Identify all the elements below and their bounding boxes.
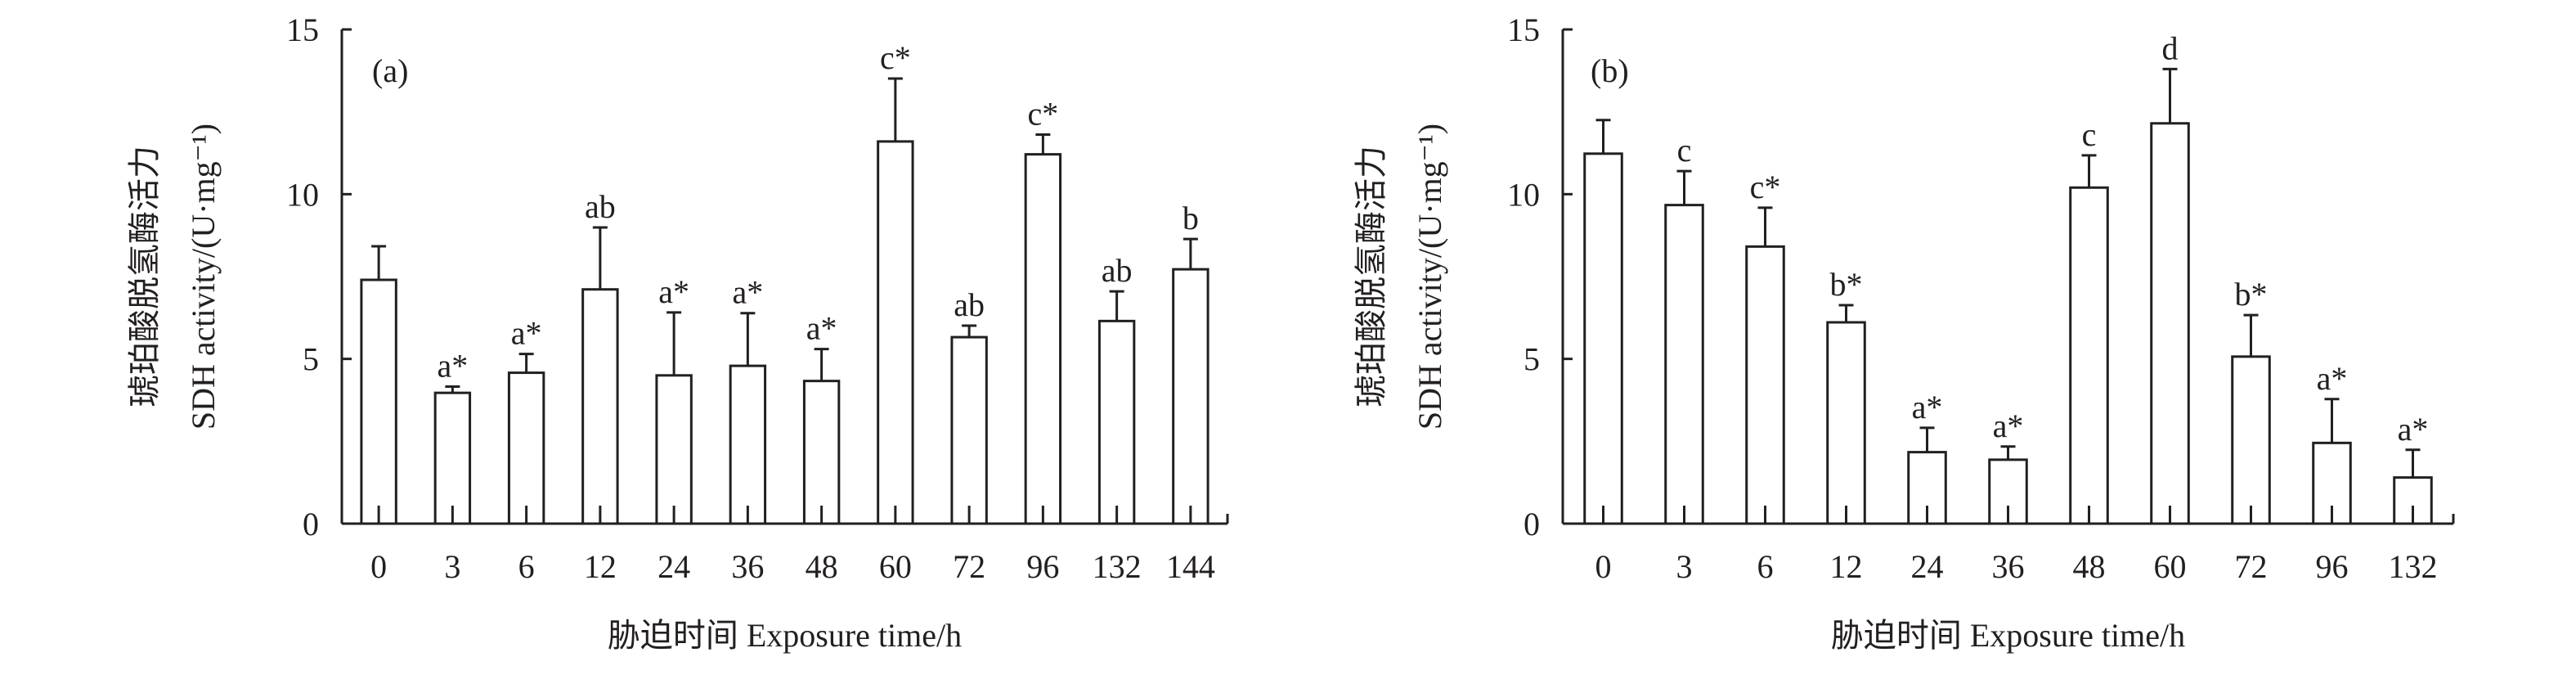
x-tick-label: 12 [584, 548, 617, 585]
significance-label: b* [2235, 276, 2268, 313]
y-axis-title-en: SDH activity/(U·mg⁻¹) [185, 124, 222, 430]
y-axis-title-en: SDH activity/(U·mg⁻¹) [1411, 124, 1448, 430]
significance-label: ab [1102, 252, 1133, 289]
y-tick-label: 15 [286, 11, 319, 48]
x-tick-label: 132 [2389, 548, 2438, 585]
significance-label: d [2162, 29, 2179, 66]
bar [1745, 245, 1785, 525]
panel-label: (a) [372, 52, 408, 89]
bar [433, 391, 472, 525]
x-tick-label: 72 [2235, 548, 2268, 585]
x-tick-label: 36 [731, 548, 764, 585]
x-tick-label: 6 [1757, 548, 1774, 585]
bar [507, 371, 545, 525]
significance-label: ab [585, 188, 616, 225]
significance-label: c* [880, 39, 911, 76]
x-tick-label: 3 [1676, 548, 1693, 585]
chart-panel-a: 0 5 10 15 0 3 a* 6 a* 12 ab 24 a* 36 a* 48 a* 60 c* 72 ab 96 c… [126, 11, 1229, 654]
bar [1024, 153, 1062, 525]
x-tick-label: 24 [1911, 548, 1944, 585]
y-axis-title-cn: 琥珀酸脱氢酶活力 [1353, 146, 1389, 407]
significance-label: a* [437, 347, 468, 384]
panel-label: (b) [1591, 52, 1629, 89]
y-tick-label: 5 [1524, 341, 1540, 378]
chart-panel-b: 0 5 10 15 0 3 c 6 c* 12 b* 24 a* 36 a* 48 c 60 d 72 b* 96 a* 13… [1353, 11, 2455, 654]
significance-label: b* [1830, 266, 1863, 303]
significance-label: b [1183, 200, 1199, 236]
significance-label: ab [954, 286, 985, 323]
y-axis-title-cn: 琥珀酸脱氢酶活力 [126, 146, 163, 407]
x-tick-label: 6 [518, 548, 535, 585]
x-tick-label: 48 [2073, 548, 2106, 585]
y-tick-label: 0 [1524, 506, 1540, 542]
x-tick-label: 24 [657, 548, 690, 585]
x-tick-label: 96 [1026, 548, 1059, 585]
bar [1826, 321, 1866, 525]
x-tick-label: 0 [1595, 548, 1612, 585]
bar [655, 374, 693, 525]
x-tick-label: 48 [806, 548, 838, 585]
bar [877, 140, 914, 525]
bar [729, 364, 767, 525]
bar [360, 278, 397, 525]
bar [581, 288, 619, 525]
significance-label: a* [806, 310, 837, 347]
significance-label: c [2082, 116, 2097, 153]
x-axis-title: 胁迫时间 Exposure time/h [1831, 617, 2185, 654]
bar [2069, 186, 2109, 525]
x-tick-label: 132 [1093, 548, 1142, 585]
significance-label: c* [1027, 95, 1058, 132]
x-tick-label: 144 [1166, 548, 1215, 585]
significance-label: a* [658, 273, 689, 310]
significance-label: a* [732, 274, 763, 311]
bar [2150, 122, 2190, 525]
x-axis-title: 胁迫时间 Exposure time/h [608, 617, 962, 654]
y-tick-label: 15 [1507, 11, 1540, 48]
significance-label: a* [1993, 407, 2024, 444]
significance-label: c* [1750, 169, 1781, 205]
x-tick-label: 60 [2154, 548, 2187, 585]
y-tick-label: 5 [303, 341, 319, 378]
y-tick-label: 10 [1507, 176, 1540, 213]
bar [1172, 268, 1209, 525]
x-tick-label: 36 [1992, 548, 2025, 585]
bar [1664, 204, 1704, 525]
bar [1097, 319, 1136, 525]
x-tick-label: 0 [370, 548, 387, 585]
bar [950, 335, 988, 525]
bar [2231, 355, 2271, 525]
bar [1583, 152, 1623, 525]
significance-label: a* [2317, 360, 2348, 397]
bar [802, 380, 841, 525]
x-tick-label: 96 [2316, 548, 2349, 585]
x-tick-label: 3 [444, 548, 460, 585]
x-tick-label: 60 [879, 548, 912, 585]
significance-label: a* [511, 315, 542, 352]
x-tick-label: 12 [1830, 548, 1863, 585]
y-tick-label: 0 [303, 506, 319, 542]
y-tick-label: 10 [286, 176, 319, 213]
significance-label: a* [1912, 389, 1943, 425]
x-tick-label: 72 [953, 548, 985, 585]
significance-label: a* [2398, 411, 2429, 448]
significance-label: c [1677, 132, 1692, 169]
